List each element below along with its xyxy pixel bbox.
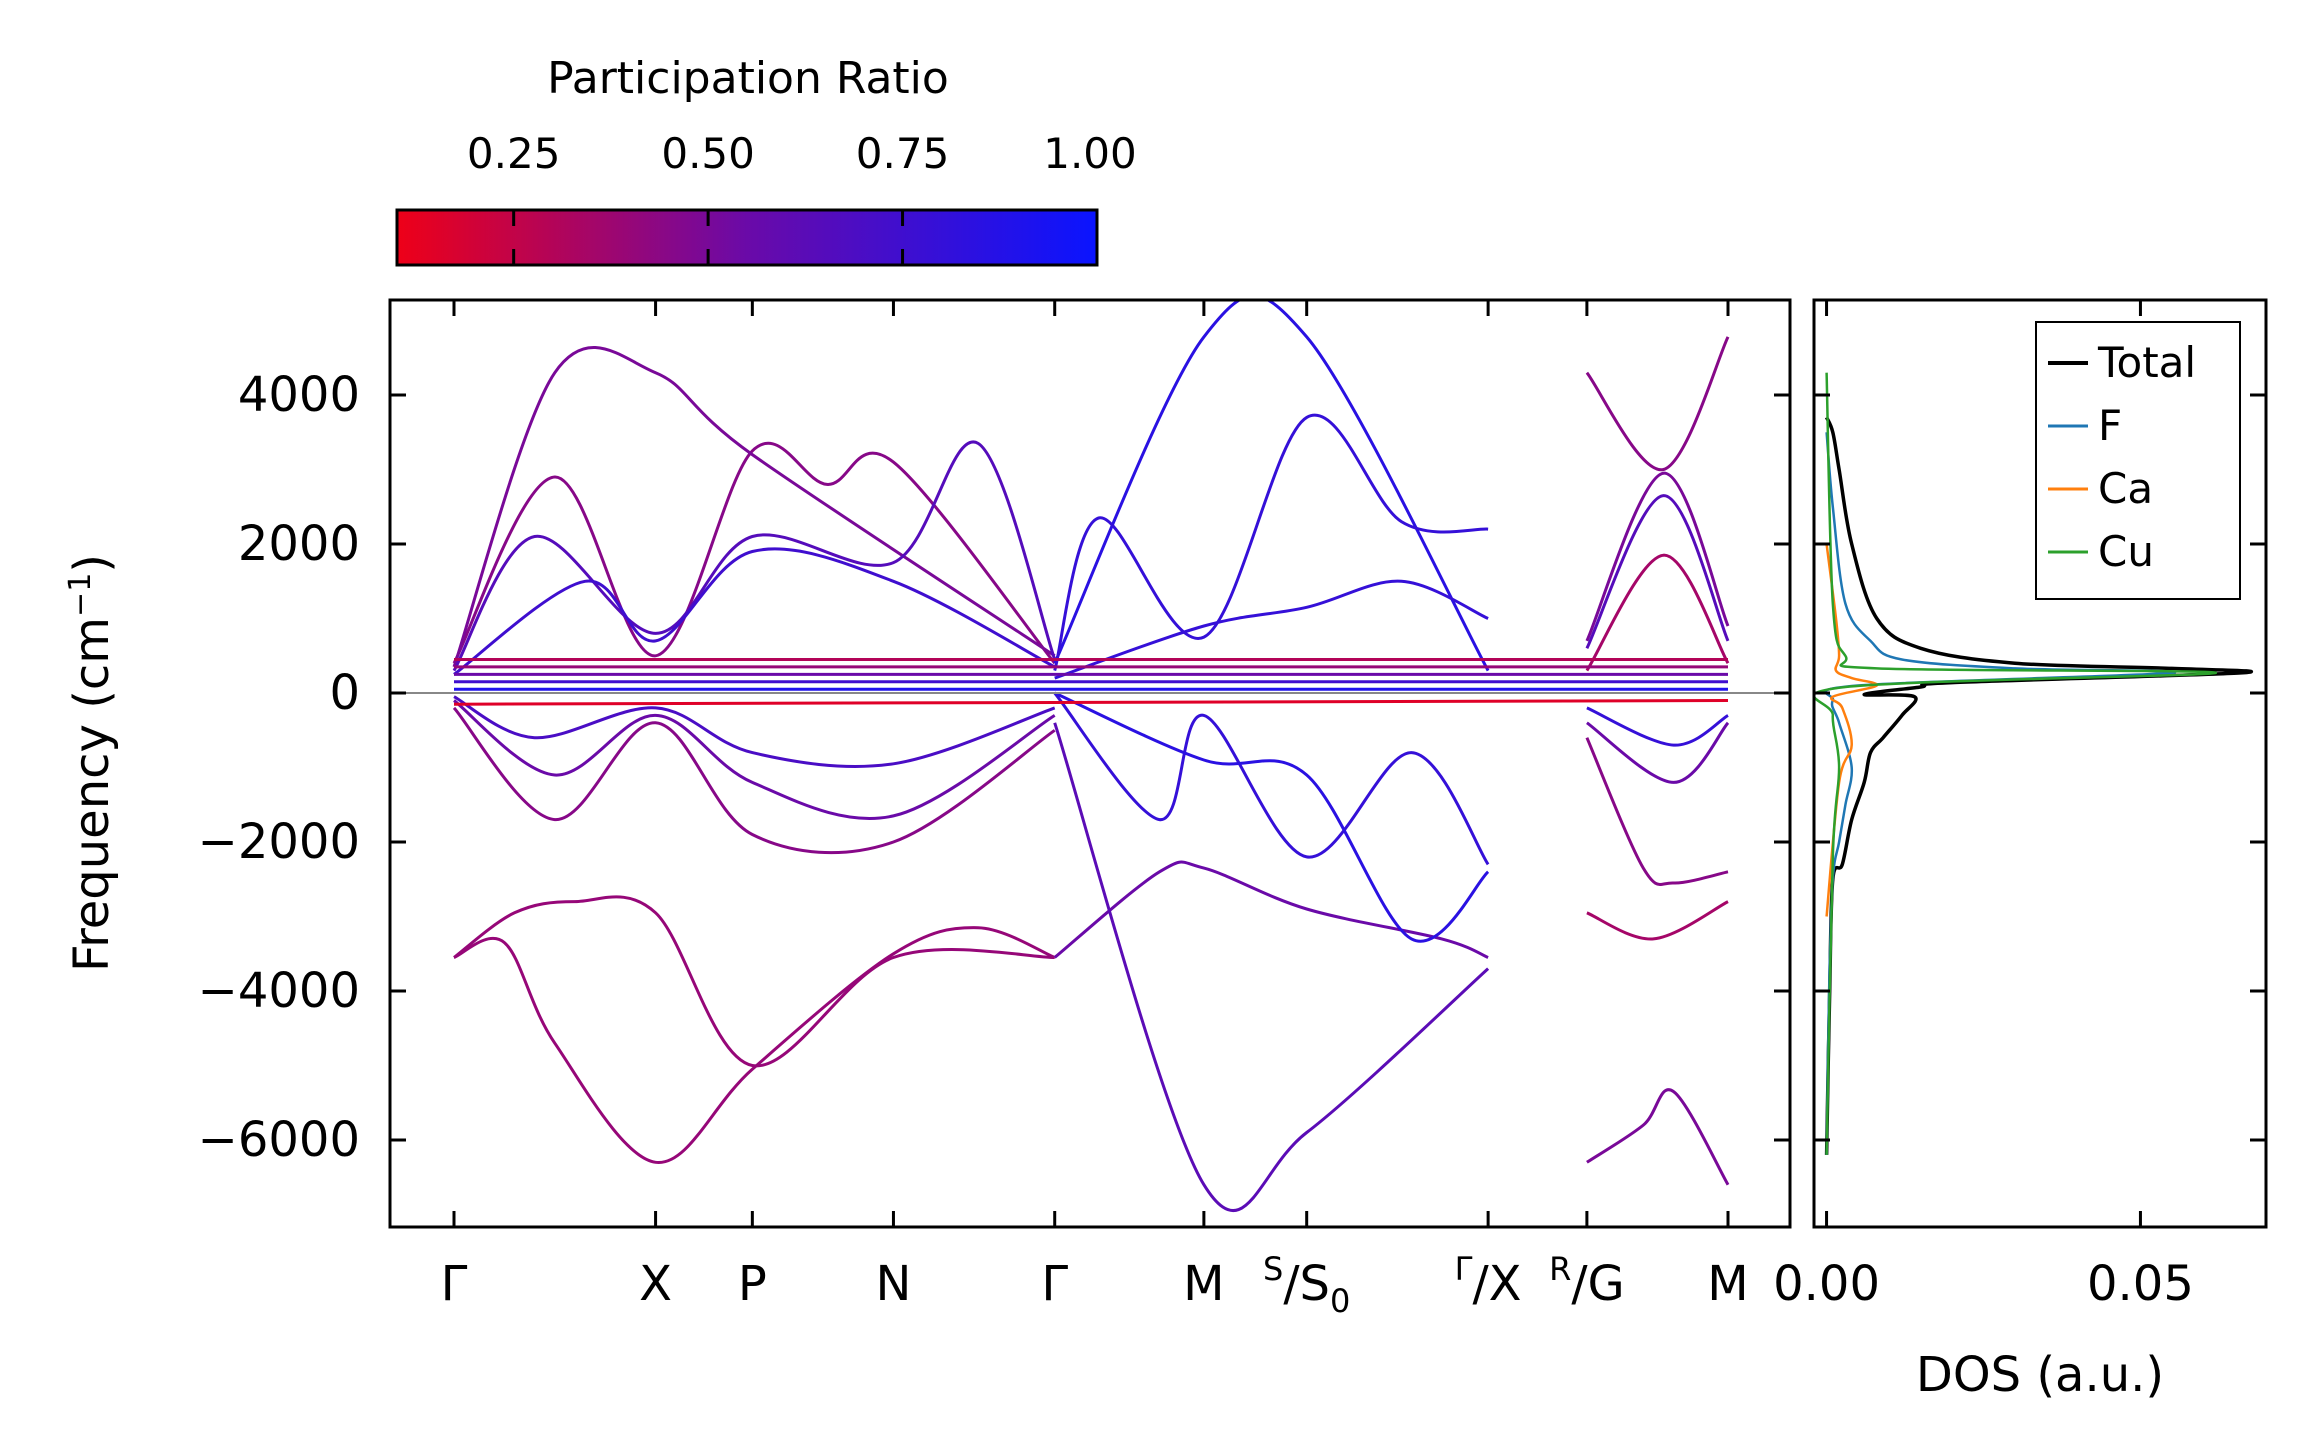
band-line [453, 926, 1056, 1164]
band-line [1586, 900, 1729, 941]
colorbar-tick-label: 0.50 [661, 129, 755, 178]
y-axis-label: Frequency (cm−1) [63, 554, 120, 972]
dos-curve-cu [1814, 372, 2218, 1155]
dos-axis-ticks [1814, 300, 2266, 1227]
band-line [1585, 737, 1729, 886]
band-line [1585, 553, 1730, 672]
y-tick-labels: 4000 2000 0 −2000 −4000 −6000 [198, 367, 360, 1168]
y-tick-label: −2000 [198, 814, 360, 870]
band-line [452, 346, 1056, 668]
dos-curves [1814, 372, 2253, 1155]
band-line [1054, 579, 1489, 680]
k-point-label: Γ [441, 1256, 468, 1312]
colorbar-tick-label: 1.00 [1043, 129, 1137, 178]
dos-x-tick-labels: 0.00 0.05 [1773, 1256, 2194, 1312]
y-tick-label: 0 [329, 665, 360, 721]
colorbar-label: Participation Ratio [547, 53, 949, 104]
band-line [452, 440, 1057, 672]
band-line [453, 699, 1729, 706]
y-tick-label: −6000 [198, 1112, 360, 1168]
k-point-label: P [738, 1256, 767, 1312]
band-line [1053, 722, 1490, 1212]
k-point-label: M [1183, 1256, 1224, 1312]
dos-x-axis-label: DOS (a.u.) [1916, 1347, 2164, 1403]
band-line [452, 706, 1056, 855]
band-line [1053, 692, 1490, 866]
k-point-label: Γ [1041, 1256, 1068, 1312]
colorbar-tick-labels: 0.25 0.50 0.75 1.00 [467, 129, 1137, 178]
band-line [1054, 691, 1490, 943]
band-line [453, 895, 1055, 1068]
band-line [1585, 471, 1730, 642]
band-line [453, 699, 1056, 820]
dos-curve-total [1824, 416, 2253, 1155]
colorbar [395, 208, 1099, 267]
k-point-label: N [875, 1256, 911, 1312]
k-path-labels: Γ X P N Γ M S/S0 Γ/X R/G M [441, 1250, 1749, 1320]
k-point-label: X [639, 1256, 672, 1312]
y-tick-label: 4000 [238, 367, 360, 423]
band-line [453, 547, 1056, 676]
band-line [452, 441, 1056, 665]
dos-x-tick-label: 0.05 [2087, 1256, 2194, 1312]
band-line [1586, 706, 1729, 747]
colorbar-tick-label: 0.75 [856, 129, 950, 178]
band-axis-ticks [390, 300, 1790, 1227]
colorbar-tick-label: 0.25 [467, 129, 561, 178]
band-line [1053, 860, 1489, 959]
colorbar-ticks [512, 210, 1099, 265]
k-point-label: Γ/X [1455, 1250, 1522, 1312]
k-point-label: R/G [1549, 1250, 1625, 1312]
band-line [1586, 721, 1730, 784]
band-line [1053, 413, 1489, 672]
dos-legend: Total F Ca Cu [2035, 321, 2241, 600]
k-point-label: M [1707, 1256, 1748, 1312]
band-plot-frame [388, 298, 1792, 1229]
y-tick-label: −4000 [198, 963, 360, 1019]
band-line [1585, 336, 1730, 472]
band-line [453, 695, 1056, 768]
k-point-label: S/S0 [1263, 1250, 1350, 1320]
legend-label: Cu [2098, 527, 2154, 576]
legend-label: F [2098, 401, 2122, 450]
dos-x-tick-label: 0.00 [1773, 1256, 1880, 1312]
legend-label: Total [2097, 338, 2196, 387]
band-line [1586, 1088, 1730, 1186]
legend-label: Ca [2098, 464, 2153, 513]
band-structure-lines [452, 300, 1730, 1212]
dos-plot-frame [1812, 298, 2268, 1229]
y-tick-label: 2000 [238, 516, 360, 572]
band-line [1585, 494, 1730, 649]
